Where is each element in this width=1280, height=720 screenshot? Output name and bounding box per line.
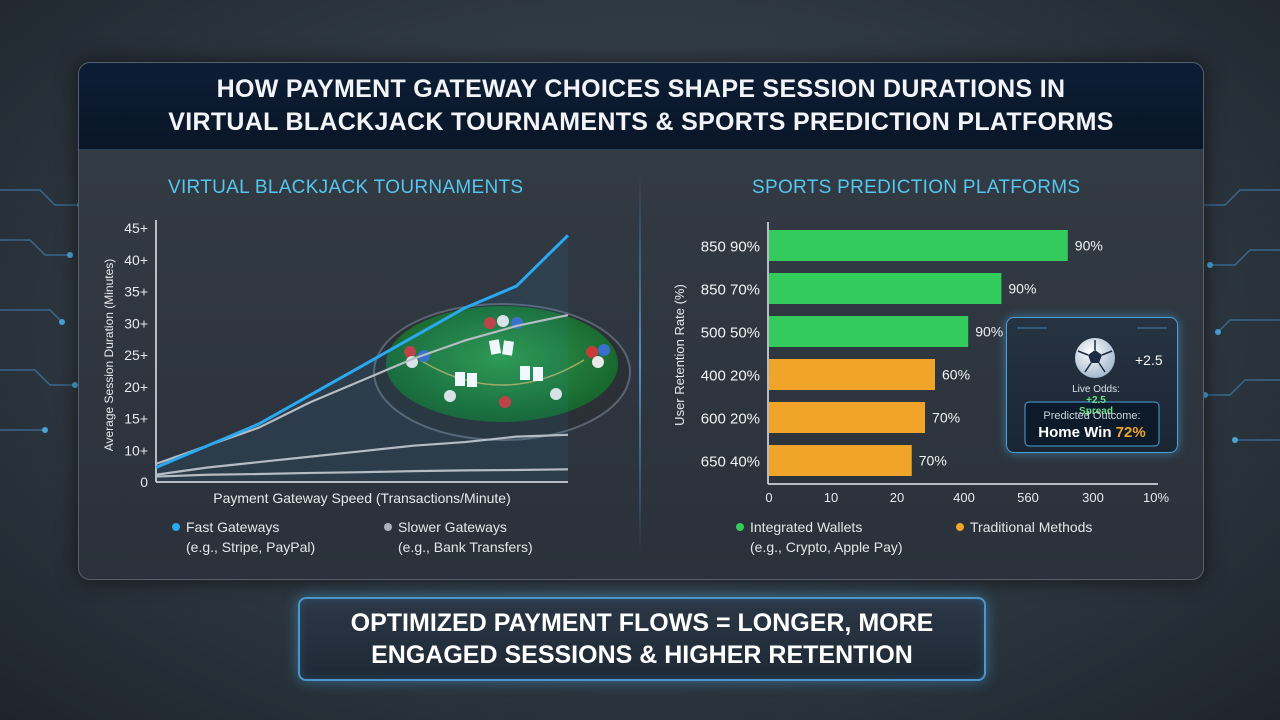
- series-line: [155, 234, 570, 469]
- legend-label: Slower Gateways: [398, 519, 507, 535]
- y-tick-label: 15+: [124, 411, 148, 427]
- y-tick-label: 30+: [124, 315, 148, 331]
- series-line: [155, 468, 569, 478]
- live-odds-card: Live Odds: +2.5 Spread +2.5 Predicted Ou…: [1006, 317, 1178, 453]
- banner-line-2: ENGAGED SESSIONS & HIGHER RETENTION: [371, 641, 913, 669]
- series-line: [155, 433, 569, 476]
- category-label: 500 50%: [701, 325, 760, 342]
- y-tick-label: 25+: [124, 347, 148, 363]
- category-label: 400 20%: [701, 368, 760, 385]
- legend-label: Integrated Wallets: [750, 519, 863, 535]
- y-tick-label: 20+: [124, 379, 148, 395]
- category-label: 600 20%: [701, 411, 760, 428]
- predicted-outcome-label: Predicted Outcome:: [1043, 410, 1141, 422]
- predicted-outcome-percent: 72%: [1115, 424, 1146, 441]
- legend-slower-gateways: Slower Gateways (e.g., Bank Transfers): [384, 517, 533, 557]
- x-tick-label: 20: [890, 490, 904, 505]
- retention-bar-chart: 90% 850 90% 90% 850 70% 90% 500 50% 60% 400 20%…: [672, 222, 1169, 505]
- bar: [769, 273, 1002, 304]
- predicted-outcome-value: Home Win: [1038, 424, 1112, 441]
- category-label: 850 90%: [701, 239, 760, 256]
- right-section-title: SPORTS PREDICTION PLATFORMS: [752, 177, 1081, 198]
- legend-sublabel: (e.g., Bank Transfers): [398, 539, 533, 555]
- x-tick-label: 400: [953, 490, 975, 505]
- legend-sublabel: (e.g., Stripe, PayPal): [186, 539, 316, 555]
- legend-label: Fast Gateways: [186, 519, 280, 535]
- y-tick-label: 40+: [124, 252, 148, 268]
- live-odds-label: Live Odds:: [1072, 384, 1120, 395]
- x-tick-label: 300: [1082, 490, 1104, 505]
- y-axis-label: User Retention Rate (%): [672, 284, 687, 426]
- x-axis-label: Payment Gateway Speed (Transactions/Minu…: [213, 490, 511, 506]
- bar: [769, 402, 926, 433]
- infographic-panel: HOW PAYMENT GATEWAY CHOICES SHAPE SESSIO…: [78, 62, 1204, 580]
- page-title-line-2: VIRTUAL BLACKJACK TOURNAMENTS & SPORTS P…: [168, 108, 1114, 136]
- legend-dot-orange: [956, 523, 964, 532]
- left-section-title: VIRTUAL BLACKJACK TOURNAMENTS: [168, 177, 524, 198]
- fast-series-area: [156, 235, 568, 482]
- legend-dot-blue: [172, 523, 180, 532]
- bar: [769, 359, 935, 390]
- bar-value-label: 60%: [942, 367, 970, 383]
- legend-dot-gray: [384, 523, 392, 532]
- legend-sublabel: (e.g., Crypto, Apple Pay): [750, 539, 903, 555]
- y-tick-label: 45+: [124, 220, 148, 236]
- live-odds-card-graphics: [1017, 327, 1167, 447]
- bar-value-label: 90%: [1075, 238, 1103, 254]
- bar: [769, 316, 969, 347]
- category-label: 850 70%: [701, 282, 760, 299]
- title-bar: HOW PAYMENT GATEWAY CHOICES SHAPE SESSIO…: [79, 63, 1203, 150]
- session-duration-line-chart: 0 10+ 15+ 20+ 25+ 30+ 35+ 40+ 45+ Payment Gateway…: [102, 220, 570, 506]
- legend-label: Traditional Methods: [970, 519, 1093, 535]
- bar-value-label: 70%: [932, 410, 960, 426]
- live-odds-spread: +2.5 Spread: [1079, 395, 1113, 417]
- legend-traditional-methods: Traditional Methods: [956, 517, 1092, 537]
- bar: [769, 230, 1068, 261]
- category-label: 650 40%: [701, 454, 760, 471]
- page-title-line-1: HOW PAYMENT GATEWAY CHOICES SHAPE SESSIO…: [216, 75, 1066, 103]
- banner-line-1: OPTIMIZED PAYMENT FLOWS = LONGER, MORE: [350, 609, 934, 637]
- legend-integrated-wallets: Integrated Wallets (e.g., Crypto, Apple …: [736, 517, 903, 557]
- conclusion-banner: OPTIMIZED PAYMENT FLOWS = LONGER, MORE E…: [298, 597, 986, 681]
- y-tick-label: 10+: [124, 442, 148, 458]
- bar-value-label: 70%: [919, 453, 947, 469]
- x-tick-label: 10: [824, 490, 838, 505]
- bar-value-label: 90%: [1008, 281, 1036, 297]
- x-tick-label: 560: [1017, 490, 1039, 505]
- legend-fast-gateways: Fast Gateways (e.g., Stripe, PayPal): [172, 517, 315, 557]
- live-odds-value: +2.5: [1135, 352, 1163, 368]
- bar-value-label: 90%: [975, 324, 1003, 340]
- legend-dot-green: [736, 523, 744, 532]
- y-axis-label: Average Session Duration (Minutes): [102, 259, 116, 452]
- x-tick-label: 0: [765, 490, 772, 505]
- x-tick-label: 10%: [1143, 490, 1169, 505]
- bar: [769, 445, 912, 476]
- y-tick-label: 0: [140, 474, 148, 490]
- y-tick-label: 35+: [124, 284, 148, 300]
- section-divider: [639, 173, 641, 553]
- blackjack-table-illustration: [373, 303, 631, 441]
